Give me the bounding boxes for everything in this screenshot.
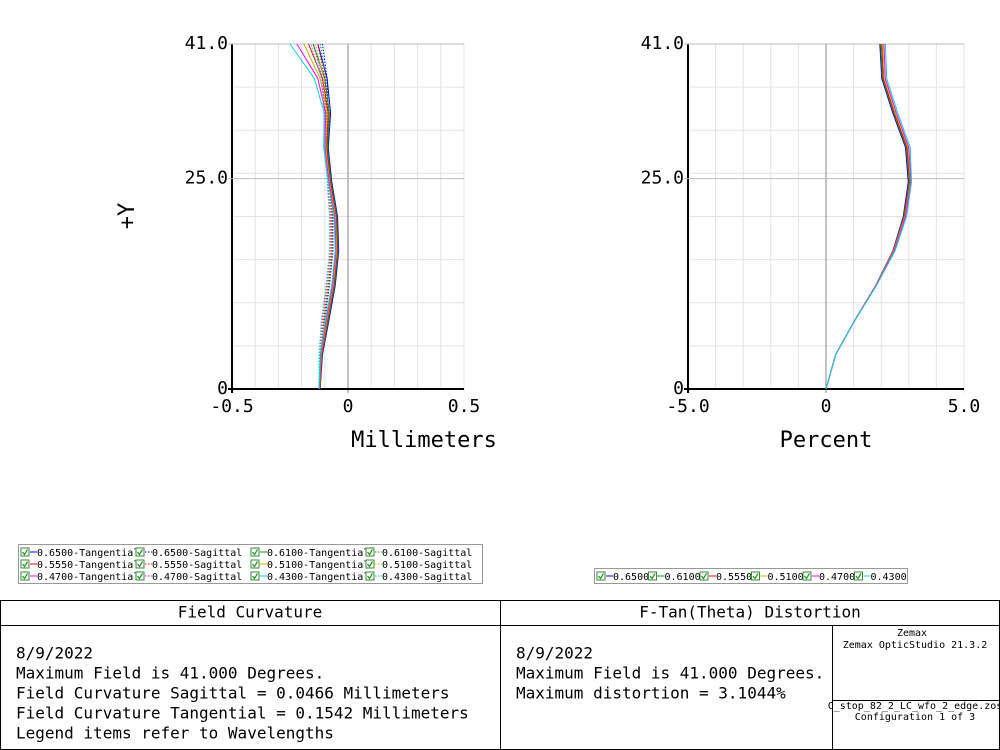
footer-text: 8/9/2022	[16, 644, 93, 663]
legend-check	[803, 573, 811, 580]
legend-check	[366, 561, 374, 568]
y-tick-label: 25.0	[185, 168, 228, 189]
legend-checkbox[interactable]	[751, 571, 760, 581]
legend-check	[21, 561, 29, 568]
legend-checkbox[interactable]	[20, 547, 30, 557]
legend-label: 0.6500	[613, 572, 649, 583]
legend-check	[597, 573, 605, 580]
series-line	[317, 43, 333, 390]
series-line	[319, 43, 333, 390]
legend-check	[366, 549, 374, 556]
series-line	[312, 43, 339, 390]
legend-label: 0.4300-Tangential	[267, 572, 369, 583]
y-tick-label: 41.0	[185, 33, 228, 54]
vendor-text: Zemax	[897, 628, 927, 639]
series-line	[315, 43, 332, 390]
y-tick-label: 25.0	[641, 168, 684, 189]
legend-checkbox[interactable]	[365, 547, 375, 557]
y-tick-label: 0	[217, 378, 228, 399]
legend-label: 0.5550-Sagittal	[152, 560, 242, 571]
x-tick-label: 0	[343, 396, 354, 417]
legend-label: 0.4300-Sagittal	[382, 572, 472, 583]
legend-checkbox[interactable]	[250, 547, 260, 557]
footer-text: 8/9/2022	[516, 644, 593, 663]
legend-checkbox[interactable]	[854, 571, 863, 581]
legend-check	[136, 573, 144, 580]
legend-label: 0.6500-Tangential	[37, 548, 139, 559]
series-line	[289, 43, 336, 390]
file-text: C_stop_82_2_LC_wfo_2_edge.zos	[828, 701, 1000, 712]
legend-label: 0.4700-Tangential	[37, 572, 139, 583]
vendor-text: Zemax OpticStudio 21.3.2	[843, 640, 988, 651]
legend-label: 0.6100	[665, 572, 701, 583]
legend-label: 0.6100-Tangential	[267, 548, 369, 559]
legend-check	[649, 573, 656, 580]
footer-text: Maximum distortion = 3.1044%	[516, 684, 786, 703]
footer-text: Maximum Field is 41.000 Degrees.	[16, 664, 324, 683]
legend-checkbox[interactable]	[250, 571, 260, 581]
legend-check	[21, 549, 29, 556]
x-tick-label: 5.0	[948, 396, 981, 417]
legend-checkbox[interactable]	[135, 559, 145, 569]
legend-check	[700, 573, 708, 580]
legend-label: 0.6100-Sagittal	[382, 548, 472, 559]
legend-label: 0.5100	[768, 572, 804, 583]
x-tick-label: -0.5	[210, 396, 253, 417]
series-line	[317, 43, 340, 390]
legend-checkbox[interactable]	[135, 571, 145, 581]
legend-checkbox[interactable]	[699, 571, 709, 581]
footer-text: Field Curvature Tangential = 0.1542 Mill…	[16, 704, 469, 723]
legend-check	[136, 561, 144, 568]
legend-checkbox[interactable]	[648, 571, 657, 581]
legend-label: 0.5100-Sagittal	[382, 560, 472, 571]
file-text: Configuration 1 of 3	[855, 712, 975, 723]
y-axis-label: +Y	[115, 203, 140, 230]
footer-text: Legend items refer to Wavelengths	[16, 724, 334, 743]
x-axis-label: Percent	[780, 428, 873, 453]
legend-label: 0.6500-Sagittal	[152, 548, 242, 559]
legend-label: 0.4700-Sagittal	[152, 572, 242, 583]
x-tick-label: 0.5	[448, 396, 481, 417]
legend-label: 0.5550	[716, 572, 752, 583]
legend-check	[752, 573, 759, 580]
footer-text: Field Curvature Sagittal = 0.0466 Millim…	[16, 684, 449, 703]
legend-check	[251, 561, 259, 568]
footer-title: Field Curvature	[178, 603, 323, 622]
legend-check	[136, 549, 144, 556]
y-tick-label: 0	[673, 378, 684, 399]
x-tick-label: -5.0	[666, 396, 709, 417]
legend-checkbox[interactable]	[135, 547, 145, 557]
footer-title: F-Tan(Theta) Distortion	[639, 603, 861, 622]
legend-check	[21, 573, 29, 580]
legend-check	[855, 573, 862, 580]
series-line	[312, 43, 331, 390]
y-tick-label: 41.0	[641, 33, 684, 54]
legend-label: 0.5550-Tangential	[37, 560, 139, 571]
legend-checkbox[interactable]	[802, 571, 812, 581]
legend-label: 0.5100-Tangential	[267, 560, 369, 571]
legend-check	[251, 573, 259, 580]
legend-checkbox[interactable]	[20, 571, 30, 581]
series-line	[825, 43, 913, 390]
legend-checkbox[interactable]	[250, 559, 260, 569]
series-line	[310, 43, 330, 389]
legend-checkbox[interactable]	[365, 559, 375, 569]
legend-check	[366, 573, 374, 580]
legend-checkbox[interactable]	[365, 571, 375, 581]
legend-label: 0.4300	[871, 572, 907, 583]
x-tick-label: 0	[821, 396, 832, 417]
legend-checkbox[interactable]	[596, 571, 606, 581]
legend-label: 0.4700	[819, 572, 855, 583]
x-axis-label: Millimeters	[351, 428, 497, 453]
footer-text: Maximum Field is 41.000 Degrees.	[516, 664, 824, 683]
legend-checkbox[interactable]	[20, 559, 30, 569]
legend-check	[251, 549, 259, 556]
